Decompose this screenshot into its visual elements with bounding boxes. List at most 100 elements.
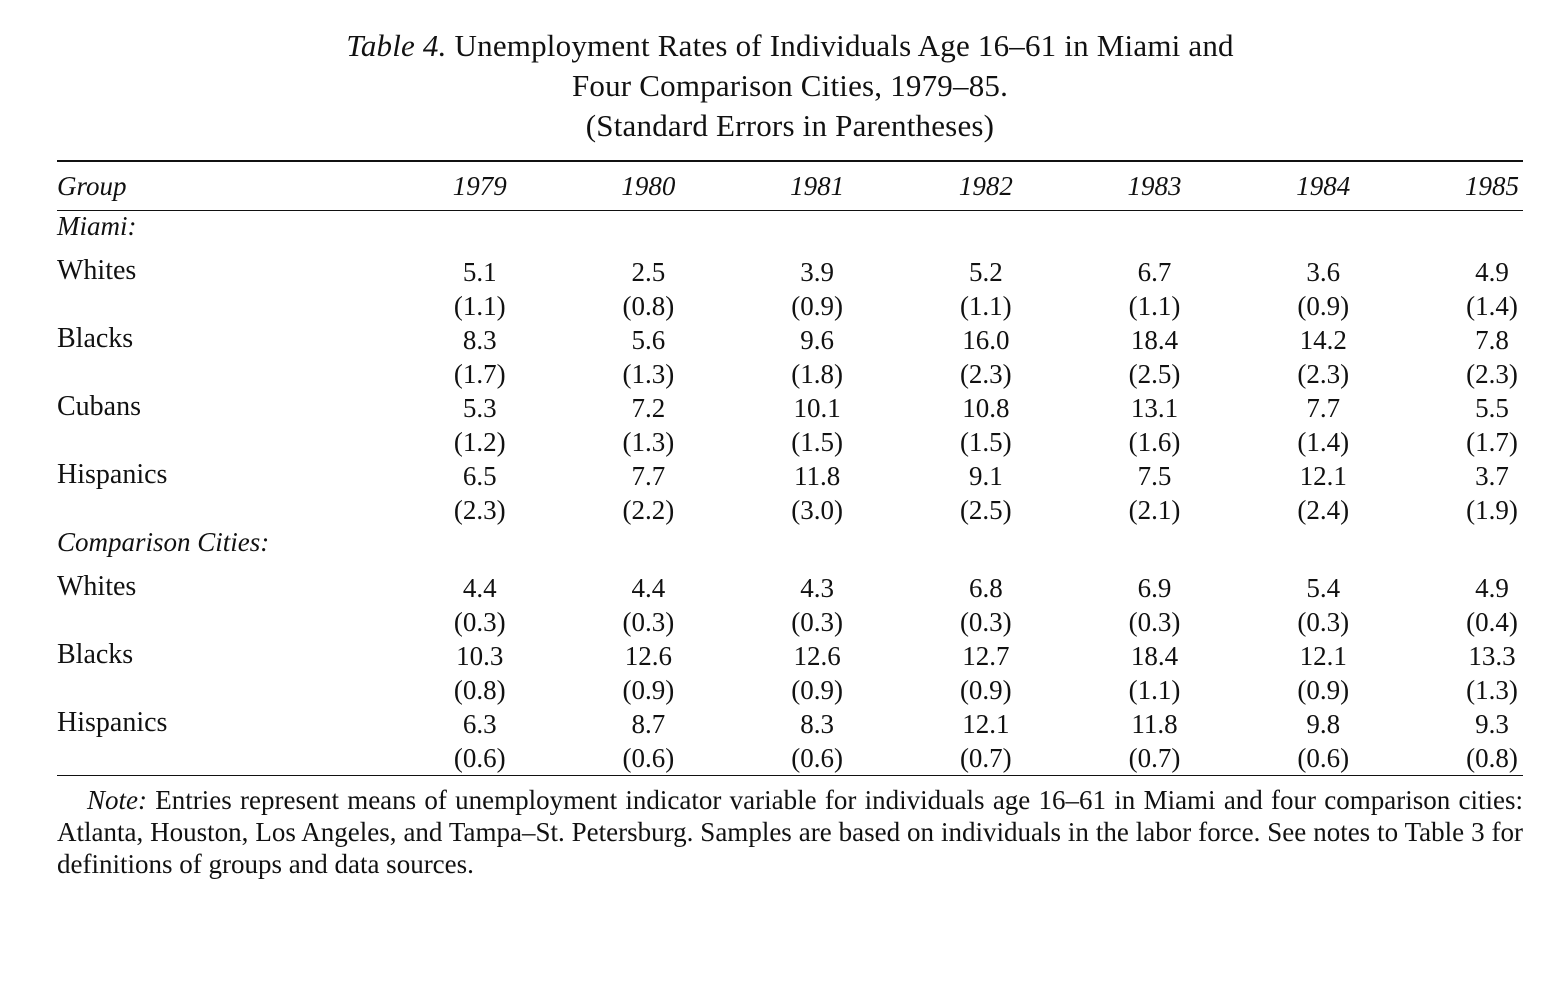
table-cell: 12.1 (0.7) bbox=[848, 707, 1017, 775]
cell-standard-error: (0.9) bbox=[1297, 291, 1350, 321]
table-cell: 8.7 (0.6) bbox=[511, 707, 680, 775]
table-cell: 5.3 (1.2) bbox=[342, 391, 511, 459]
cell-standard-error: (0.3) bbox=[791, 607, 843, 637]
cell-value: 16.0 bbox=[962, 325, 1010, 355]
table-cell: 6.8 (0.3) bbox=[848, 571, 1017, 639]
cell-value: 3.6 bbox=[1306, 257, 1341, 287]
row-label: Hispanics bbox=[57, 459, 168, 490]
table-cell: 7.8 (2.3) bbox=[1354, 323, 1523, 391]
table-cell: 7.2 (1.3) bbox=[511, 391, 680, 459]
cell-standard-error: (3.0) bbox=[791, 495, 843, 525]
cell-standard-error: (0.3) bbox=[622, 607, 675, 637]
cell-value: 4.3 bbox=[800, 573, 834, 603]
table-cell: 9.3 (0.8) bbox=[1354, 707, 1523, 775]
group-header: Group bbox=[57, 170, 127, 201]
caption-title: Unemployment Rates of Individuals Age 16… bbox=[454, 28, 1234, 63]
table-cell: 10.3 (0.8) bbox=[342, 639, 511, 707]
cell-value: 7.7 bbox=[631, 461, 666, 491]
table-cell: 7.7 (1.4) bbox=[1186, 391, 1355, 459]
bottom-rule bbox=[57, 775, 1523, 776]
cell-standard-error: (1.7) bbox=[1466, 427, 1518, 457]
cell-standard-error: (2.5) bbox=[959, 495, 1012, 525]
table-cell: 10.8 (1.5) bbox=[848, 391, 1017, 459]
cell-value: 9.8 bbox=[1306, 709, 1341, 739]
cell-standard-error: (1.3) bbox=[1466, 675, 1518, 705]
table-row: Blacks 10.3 (0.8) 12.6 (0.9) 12.6 (0.9) 12.7 (0.… bbox=[57, 639, 1523, 707]
cell-standard-error: (2.3) bbox=[1466, 359, 1518, 389]
cell-standard-error: (1.1) bbox=[959, 291, 1012, 321]
cell-value: 5.6 bbox=[631, 325, 666, 355]
caption-line-1: Table 4. Unemployment Rates of Individua… bbox=[57, 26, 1523, 66]
cell-standard-error: (1.1) bbox=[453, 291, 506, 321]
section-title: Miami: bbox=[57, 211, 137, 241]
year-header: 1983 bbox=[1127, 170, 1182, 201]
cell-value: 5.2 bbox=[968, 257, 1003, 287]
cell-standard-error: (1.5) bbox=[959, 427, 1012, 457]
cell-value: 13.1 bbox=[1130, 393, 1179, 423]
table-row: Blacks 8.3 (1.7) 5.6 (1.3) 9.6 (1.8) 16.0 (2.3) 1… bbox=[57, 323, 1523, 391]
cell-standard-error: (1.4) bbox=[1466, 291, 1518, 321]
cell-standard-error: (0.8) bbox=[453, 675, 506, 705]
cell-standard-error: (0.4) bbox=[1466, 607, 1518, 637]
cell-value: 18.4 bbox=[1130, 641, 1179, 671]
table-cell: 13.1 (1.6) bbox=[1017, 391, 1186, 459]
section-row: Miami: bbox=[57, 211, 1523, 255]
caption-line-2: Four Comparison Cities, 1979–85. bbox=[571, 68, 1009, 103]
caption-label: Table 4. bbox=[346, 28, 447, 63]
cell-value: 6.8 bbox=[968, 573, 1003, 603]
cell-standard-error: (0.6) bbox=[453, 743, 506, 773]
table-cell: 5.5 (1.7) bbox=[1354, 391, 1523, 459]
cell-value: 2.5 bbox=[631, 257, 666, 287]
table-cell: 9.8 (0.6) bbox=[1186, 707, 1355, 775]
section-title: Comparison Cities: bbox=[57, 527, 270, 557]
cell-standard-error: (0.8) bbox=[1466, 743, 1518, 773]
cell-standard-error: (1.1) bbox=[1128, 675, 1181, 705]
cell-standard-error: (1.8) bbox=[791, 359, 843, 389]
table-cell: 4.3 (0.3) bbox=[679, 571, 848, 639]
cell-standard-error: (1.3) bbox=[622, 427, 675, 457]
table-note: Note: Entries represent means of unemplo… bbox=[57, 784, 1523, 880]
cell-standard-error: (0.6) bbox=[622, 743, 675, 773]
year-header: 1980 bbox=[621, 170, 676, 201]
table-cell: 11.8 (0.7) bbox=[1017, 707, 1186, 775]
cell-value: 6.3 bbox=[462, 709, 497, 739]
table-row: Hispanics 6.5 (2.3) 7.7 (2.2) 11.8 (3.0) 9.1 (2.… bbox=[57, 459, 1523, 527]
cell-standard-error: (1.6) bbox=[1128, 427, 1181, 457]
cell-standard-error: (1.2) bbox=[453, 427, 506, 457]
cell-standard-error: (0.3) bbox=[959, 607, 1012, 637]
cell-standard-error: (2.5) bbox=[1128, 359, 1181, 389]
table-cell: 7.7 (2.2) bbox=[511, 459, 680, 527]
cell-value: 10.8 bbox=[962, 393, 1010, 423]
row-label: Blacks bbox=[57, 639, 134, 670]
cell-standard-error: (0.3) bbox=[453, 607, 506, 637]
cell-standard-error: (2.2) bbox=[622, 495, 675, 525]
cell-value: 9.3 bbox=[1475, 709, 1509, 739]
cell-value: 4.9 bbox=[1475, 573, 1509, 603]
year-header: 1985 bbox=[1465, 170, 1519, 201]
cell-standard-error: (0.6) bbox=[791, 743, 843, 773]
header-row: Group 1979 1980 1981 1982 1983 1984 1985 bbox=[57, 162, 1523, 211]
cell-standard-error: (1.7) bbox=[453, 359, 506, 389]
cell-value: 7.8 bbox=[1475, 325, 1509, 355]
cell-standard-error: (1.5) bbox=[791, 427, 843, 457]
cell-standard-error: (1.3) bbox=[622, 359, 675, 389]
cell-standard-error: (2.1) bbox=[1128, 495, 1181, 525]
cell-value: 13.3 bbox=[1468, 641, 1516, 671]
cell-standard-error: (0.9) bbox=[791, 675, 843, 705]
table-cell: 13.3 (1.3) bbox=[1354, 639, 1523, 707]
table-cell: 5.4 (0.3) bbox=[1186, 571, 1355, 639]
cell-value: 8.7 bbox=[631, 709, 666, 739]
table-cell: 3.7 (1.9) bbox=[1354, 459, 1523, 527]
cell-standard-error: (0.9) bbox=[622, 675, 675, 705]
cell-value: 6.5 bbox=[462, 461, 497, 491]
table-cell: 18.4 (1.1) bbox=[1017, 639, 1186, 707]
cell-value: 12.6 bbox=[793, 641, 841, 671]
table-row: Whites 5.1 (1.1) 2.5 (0.8) 3.9 (0.9) 5.2 (1.1) 6.… bbox=[57, 255, 1523, 323]
cell-value: 12.6 bbox=[624, 641, 673, 671]
caption-line-3: (Standard Errors in Parentheses) bbox=[585, 108, 995, 143]
cell-value: 4.4 bbox=[462, 573, 497, 603]
cell-standard-error: (0.9) bbox=[791, 291, 843, 321]
table-cell: 12.1 (2.4) bbox=[1186, 459, 1355, 527]
cell-standard-error: (2.3) bbox=[1297, 359, 1350, 389]
cell-standard-error: (0.7) bbox=[1128, 743, 1181, 773]
